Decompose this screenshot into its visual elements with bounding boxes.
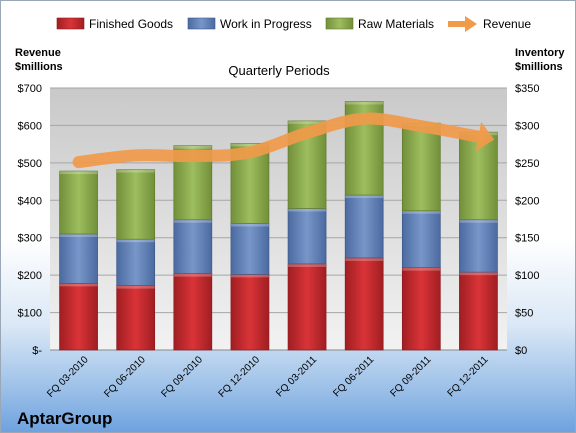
bar-work-in-progress <box>344 194 384 259</box>
left-tick-label: $300 <box>18 233 42 245</box>
bar-work-in-progress <box>116 238 156 286</box>
bar-work-in-progress-cap <box>230 223 269 227</box>
bar-finished-goods <box>230 274 270 351</box>
right-axis-title-line1: Inventory <box>515 47 565 59</box>
legend-swatch-work-in-progress <box>187 17 216 30</box>
bar-finished-goods <box>401 267 441 351</box>
bar-raw-materials-cap <box>173 145 212 149</box>
bar-work-in-progress <box>401 210 441 269</box>
bar-finished-goods-cap <box>230 274 269 278</box>
bar-work-in-progress <box>459 219 498 273</box>
legend-swatch-revenue <box>448 16 477 32</box>
bar-work-in-progress-cap <box>402 210 441 214</box>
bar-raw-materials-cap <box>116 169 155 173</box>
left-axis-title-line2: $millions <box>15 61 63 73</box>
bar-work-in-progress-cap <box>345 195 384 199</box>
right-tick-label: $350 <box>515 83 539 95</box>
bar-work-in-progress <box>173 219 213 274</box>
right-tick-label: $50 <box>515 308 533 320</box>
legend-label-work-in-progress: Work in Progress <box>220 17 312 31</box>
revenue-arrowhead <box>475 121 495 152</box>
legend-label-raw-materials: Raw Materials <box>358 17 434 31</box>
bar-raw-materials <box>116 169 156 240</box>
bar-finished-goods-cap <box>288 263 327 267</box>
bar-finished-goods-cap <box>116 285 155 289</box>
bar-finished-goods <box>459 271 498 351</box>
legend-label-finished-goods: Finished Goods <box>89 17 173 31</box>
legend-swatch-finished-goods <box>56 17 85 30</box>
bar-work-in-progress-cap <box>59 233 98 237</box>
left-tick-label: $200 <box>18 270 42 282</box>
bar-finished-goods <box>173 273 213 351</box>
right-tick-label: $200 <box>515 195 539 207</box>
revenue-line <box>72 112 495 169</box>
left-tick-label: $400 <box>18 195 42 207</box>
bar-finished-goods-cap <box>59 283 98 287</box>
bar-work-in-progress <box>59 233 98 284</box>
right-tick-label: $100 <box>515 270 539 282</box>
right-tick-label: $250 <box>515 158 539 170</box>
x-tick-label: FQ 03-2011 <box>274 354 319 399</box>
bar-work-in-progress <box>230 223 270 275</box>
x-tick-label: FQ 12-2010 <box>217 354 263 400</box>
company-name: AptarGroup <box>17 409 112 428</box>
bar-raw-materials-cap <box>288 120 327 124</box>
x-axis-labels: FQ 03-2010 FQ 06-2010 FQ 09-2010 FQ 12-2010… <box>45 354 491 400</box>
bar-raw-materials <box>401 122 441 212</box>
bar-work-in-progress-cap <box>288 208 327 212</box>
x-tick-label: FQ 12-2011 <box>446 354 491 399</box>
bar-finished-goods-cap <box>459 272 498 276</box>
bar-finished-goods <box>287 263 327 351</box>
bar-work-in-progress-cap <box>173 219 212 223</box>
right-tick-label: $0 <box>515 345 527 357</box>
right-tick-label: $150 <box>515 233 539 245</box>
x-tick-label: FQ 09-2010 <box>159 354 205 400</box>
left-tick-label: $600 <box>18 120 42 132</box>
legend: Finished Goods Work in Progress Raw Mate… <box>56 16 531 32</box>
bar-work-in-progress <box>287 208 327 265</box>
bar-finished-goods-cap <box>173 273 212 277</box>
revenue-line-path <box>72 112 485 169</box>
x-tick-label: FQ 06-2010 <box>102 354 148 400</box>
bar-raw-materials-cap <box>59 171 98 175</box>
x-tick-label: FQ 09-2011 <box>388 354 433 399</box>
left-tick-label: $500 <box>18 158 42 170</box>
bar-raw-materials <box>59 170 98 235</box>
bar-raw-materials-cap <box>345 101 384 105</box>
x-tick-label: FQ 06-2011 <box>331 354 376 399</box>
bar-finished-goods <box>344 257 384 351</box>
bar-work-in-progress-cap <box>459 219 498 223</box>
chart-title: Quarterly Periods <box>228 63 330 78</box>
right-axis-title-line2: $millions <box>515 61 563 73</box>
right-tick-label: $300 <box>515 120 539 132</box>
bar-work-in-progress-cap <box>116 239 155 243</box>
left-tick-label: $700 <box>18 83 42 95</box>
legend-swatch-raw-materials <box>325 17 354 30</box>
bar-finished-goods-cap <box>345 257 384 261</box>
legend-label-revenue: Revenue <box>483 17 531 31</box>
x-tick-label: FQ 03-2010 <box>45 354 91 400</box>
bar-raw-materials-cap <box>230 143 269 147</box>
right-axis-ticks: $0 $50 $100 $150 $200 $250 $300 $350 <box>515 83 539 357</box>
bar-finished-goods <box>116 285 156 351</box>
bar-finished-goods-cap <box>402 267 441 271</box>
bar-finished-goods <box>59 283 98 351</box>
left-axis-ticks: $- $100 $200 $300 $400 $500 $600 $700 <box>18 83 43 357</box>
left-tick-label: $- <box>32 345 42 357</box>
left-tick-label: $100 <box>18 308 42 320</box>
left-axis-title-line1: Revenue <box>15 47 61 59</box>
